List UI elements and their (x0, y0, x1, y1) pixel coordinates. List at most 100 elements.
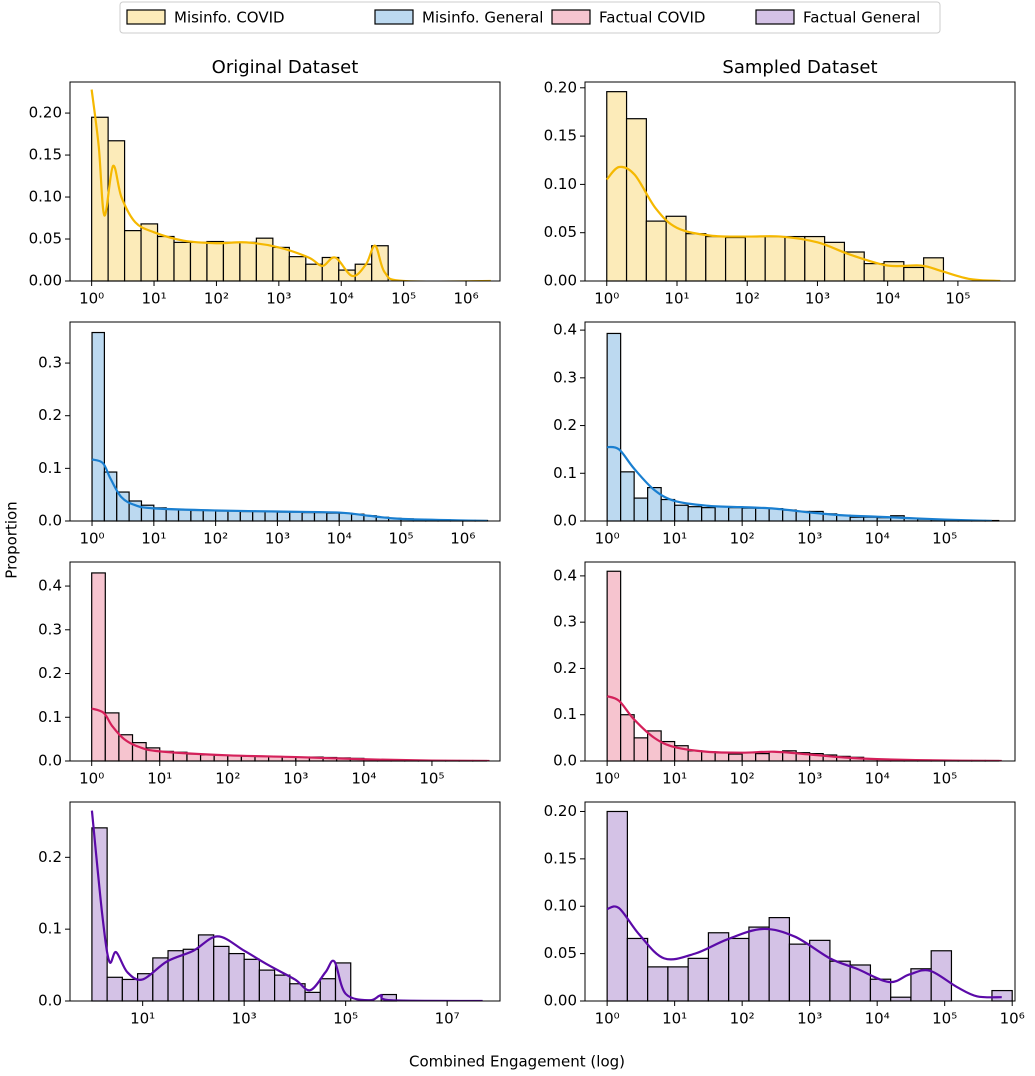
y-tick-label: 0.0 (38, 512, 62, 530)
x-tick-label: 10³ (797, 770, 822, 788)
x-tick-label: 10⁰ (594, 290, 619, 308)
y-tick-label: 0.1 (38, 920, 62, 938)
x-tick-label: 10⁵ (333, 1010, 358, 1028)
bar (152, 957, 169, 1002)
x-tick-label: 10⁰ (79, 530, 104, 548)
bar (645, 220, 667, 282)
bar (177, 509, 192, 522)
x-tick-label: 10² (735, 290, 760, 308)
x-tick-label: 10⁴ (875, 290, 900, 308)
bar (305, 263, 323, 282)
bar (714, 506, 730, 522)
bar (705, 235, 727, 282)
bar (258, 969, 276, 1002)
x-tick-label: 10³ (266, 290, 291, 308)
bar (741, 752, 757, 762)
bar (206, 240, 225, 282)
y-tick-label: 0.00 (544, 992, 577, 1010)
x-tick-label: 10⁴ (351, 770, 376, 788)
bar (728, 937, 750, 1002)
x-tick-label: 10² (730, 770, 755, 788)
legend-swatch (374, 9, 414, 25)
x-tick-label: 10⁴ (865, 770, 890, 788)
bar (903, 266, 925, 282)
x-tick-label: 10⁴ (327, 530, 352, 548)
y-tick-label: 0.1 (38, 459, 62, 477)
x-tick-label: 10⁰ (595, 1010, 620, 1028)
subplot-title: Sampled Dataset (722, 57, 877, 78)
bar (243, 958, 260, 1002)
x-tick-label: 10¹ (662, 530, 687, 548)
bar (190, 509, 204, 522)
legend-label: Misinfo. General (422, 9, 543, 27)
bar (274, 974, 291, 1002)
subplot: 0.0 0.1 0.2 10¹ 10³ 10⁵ 10⁷ (38, 801, 501, 1028)
subplot: 0.0 0.1 0.2 0.3 0.4 10⁰ 10¹ 10² 10³ 10⁴ 10⁵ (38, 561, 501, 788)
y-tick-label: 0.4 (553, 566, 577, 584)
y-tick-label: 0.15 (544, 849, 577, 867)
x-tick-label: 10⁵ (419, 770, 444, 788)
x-tick-label: 10¹ (147, 770, 172, 788)
bar (107, 140, 126, 282)
bar (121, 978, 139, 1002)
kde-line (90, 810, 483, 1001)
y-tick-label: 0.3 (553, 368, 577, 386)
y-tick-label: 0.05 (544, 944, 577, 962)
bar (301, 511, 316, 522)
x-tick-label: 10⁶ (450, 530, 475, 548)
kde-line (605, 165, 1001, 281)
bar (633, 737, 649, 762)
bar (165, 508, 180, 522)
y-tick-label: 0.0 (38, 752, 62, 770)
axes-frame (69, 321, 501, 522)
y-tick-label: 0.2 (553, 659, 577, 677)
kde-line (606, 445, 992, 521)
y-tick-label: 0.2 (553, 416, 577, 434)
bar (91, 116, 109, 282)
axes-frame (584, 321, 1016, 522)
bar (863, 516, 878, 522)
subplot: 0.0 0.1 0.2 0.3 10⁰ 10¹ 10² 10³ 10⁴ 10⁵ 10⁶ (38, 321, 501, 548)
x-tick-label: 10³ (232, 1010, 257, 1028)
x-tick-label: 10¹ (130, 1010, 155, 1028)
bar (728, 507, 743, 522)
y-tick-label: 0.3 (553, 613, 577, 631)
kde-line (91, 458, 488, 521)
kde-line (91, 707, 490, 761)
subplot-title: Original Dataset (212, 57, 359, 78)
y-tick-label: 0.10 (29, 188, 62, 206)
bar (202, 509, 217, 522)
x-tick-label: 10² (204, 290, 229, 308)
x-tick-label: 10⁵ (391, 290, 416, 308)
bar (829, 960, 851, 1002)
x-tick-label: 10⁵ (932, 770, 957, 788)
y-tick-label: 0.0 (553, 512, 577, 530)
bar (239, 241, 257, 282)
bar (674, 504, 689, 522)
bar (304, 991, 321, 1002)
x-tick-label: 10³ (283, 770, 308, 788)
bar (687, 750, 703, 762)
bar (173, 241, 192, 282)
y-tick-label: 0.1 (553, 464, 577, 482)
x-tick-label: 10³ (265, 530, 290, 548)
bar (319, 978, 337, 1002)
x-tick-label: 10³ (797, 1010, 822, 1028)
y-tick-label: 0.2 (38, 406, 62, 424)
x-tick-label: 10⁰ (79, 770, 104, 788)
bar (724, 236, 746, 282)
x-tick-label: 10³ (805, 290, 830, 308)
x-tick-label: 10² (730, 1010, 755, 1028)
y-tick-label: 0.00 (544, 272, 577, 290)
bar (118, 734, 134, 762)
subplot: 0.00 0.05 0.10 0.15 0.20 10⁰ 10¹ 10² 10³ 10⁴ 10⁵ 10… (544, 801, 1025, 1028)
y-tick-label: 0.05 (29, 230, 62, 248)
bar (289, 511, 303, 522)
bar (620, 714, 635, 762)
bar (701, 507, 716, 522)
legend-swatch (755, 9, 795, 25)
x-axis-label: Combined Engagement (log) (409, 1053, 625, 1071)
y-axis-label: Proportion (3, 501, 21, 578)
bar (660, 498, 676, 522)
